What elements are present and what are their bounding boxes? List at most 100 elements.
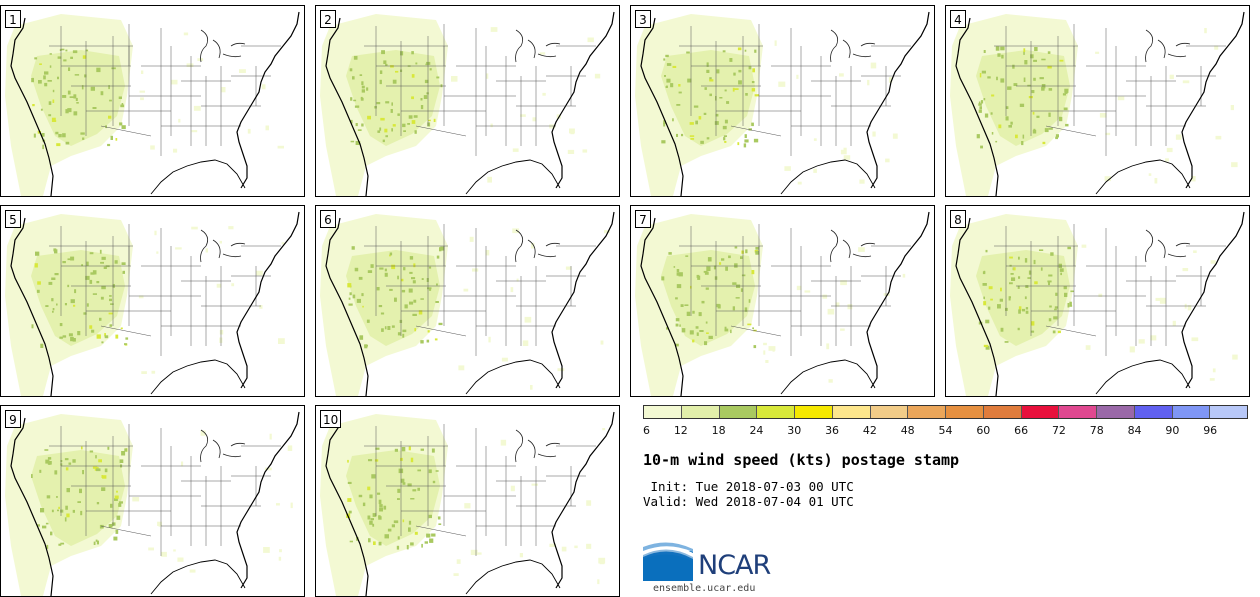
wind-patch	[263, 547, 270, 553]
wind-speckle	[354, 267, 359, 272]
wind-speckle	[1015, 134, 1018, 139]
wind-speckle	[60, 509, 64, 513]
wind-speckle	[402, 482, 406, 485]
wind-speckle	[983, 98, 986, 101]
gulf-coastline	[465, 559, 561, 595]
wind-speckle	[409, 271, 413, 274]
wind-patch	[463, 288, 469, 292]
wind-speckle	[984, 113, 989, 118]
wind-speckle	[427, 287, 432, 290]
wind-speckle	[367, 115, 371, 120]
great-lakes	[515, 229, 561, 263]
wind-speckle	[376, 102, 381, 105]
wind-patch	[524, 316, 532, 323]
wind-speckle	[391, 264, 396, 270]
wind-patch	[796, 285, 802, 291]
wind-speckle	[110, 503, 113, 508]
wind-patch	[763, 350, 766, 355]
wind-speckle	[675, 318, 680, 322]
wind-speckle	[696, 274, 700, 278]
wind-speckle	[428, 266, 432, 269]
wind-speckle	[77, 331, 81, 336]
wind-speckle	[361, 85, 365, 89]
wind-speckle	[108, 115, 112, 119]
wind-speckle	[361, 123, 364, 127]
wind-patch	[1148, 173, 1152, 176]
great-lakes	[200, 429, 246, 463]
wind-patch	[1105, 132, 1111, 136]
wind-speckle	[105, 125, 107, 129]
great-lakes	[515, 29, 561, 63]
wind-speckle	[983, 50, 986, 53]
wind-speckle	[1000, 46, 1005, 51]
wind-speckle	[1034, 47, 1038, 52]
wind-speckle	[85, 275, 90, 280]
east-coastline	[866, 11, 930, 189]
wind-speckle	[402, 123, 406, 128]
wind-speckle	[74, 74, 80, 76]
wind-speckle	[392, 79, 397, 84]
wind-speckle	[982, 283, 987, 286]
wind-patch	[290, 502, 293, 509]
wind-speckle	[104, 333, 106, 337]
wind-speckle	[50, 531, 53, 536]
wind-speckle	[1022, 308, 1026, 312]
wind-speckle	[58, 543, 62, 546]
wind-speckle	[370, 264, 374, 268]
wind-speckle	[997, 53, 1001, 57]
wind-patch	[175, 247, 182, 250]
wind-speckle	[379, 79, 382, 85]
wind-speckle	[421, 543, 423, 548]
wind-speckle	[107, 446, 110, 450]
wind-patch	[154, 230, 157, 236]
wind-speckle	[391, 524, 395, 528]
wind-speckle	[708, 335, 713, 339]
wind-speckle	[412, 280, 416, 284]
wind-patch	[574, 545, 578, 549]
wind-speckle	[414, 531, 418, 535]
wind-speckle	[668, 252, 672, 255]
wind-speckle	[40, 508, 45, 513]
wind-speckle	[976, 134, 980, 139]
wind-speckle	[1048, 274, 1053, 277]
wind-patch	[1165, 158, 1169, 162]
wind-speckle	[101, 487, 106, 491]
wind-speckle	[686, 51, 690, 54]
wind-patch	[569, 128, 575, 134]
wind-speckle	[90, 86, 95, 91]
wind-speckle	[412, 313, 417, 316]
colorbar-tick-label: 6	[643, 424, 650, 437]
wind-speckle	[382, 139, 385, 143]
wind-speckle	[400, 478, 405, 483]
wind-patch	[1099, 113, 1107, 118]
wind-speckle	[358, 494, 363, 498]
wind-speckle	[429, 538, 434, 543]
wind-patch	[872, 131, 876, 137]
wind-patch	[586, 543, 592, 549]
wind-speckle	[99, 317, 102, 321]
wind-speckle	[672, 65, 677, 68]
wind-patch	[458, 365, 465, 371]
wind-speckle	[744, 49, 747, 52]
wind-speckle	[1057, 330, 1061, 334]
gulf-coastline	[465, 359, 561, 395]
wind-speckle	[752, 68, 755, 73]
wind-speckle	[108, 524, 113, 528]
wind-speckle	[676, 133, 678, 137]
wind-patch	[510, 287, 514, 293]
wind-speckle	[394, 297, 397, 302]
wind-speckle	[389, 254, 391, 257]
wind-speckle	[429, 68, 432, 71]
wind-speckle	[1064, 292, 1068, 297]
wind-patch	[472, 268, 479, 272]
wind-speckle	[47, 80, 52, 82]
wind-speckle	[704, 87, 707, 90]
wind-speckle	[670, 83, 674, 88]
wind-speckle	[434, 338, 438, 341]
wind-speckle	[1054, 308, 1057, 311]
wind-speckle	[376, 287, 380, 291]
wind-speckle	[689, 135, 695, 137]
wind-speckle	[48, 281, 53, 285]
wind-speckle	[79, 488, 82, 494]
wind-speckle	[35, 251, 40, 256]
